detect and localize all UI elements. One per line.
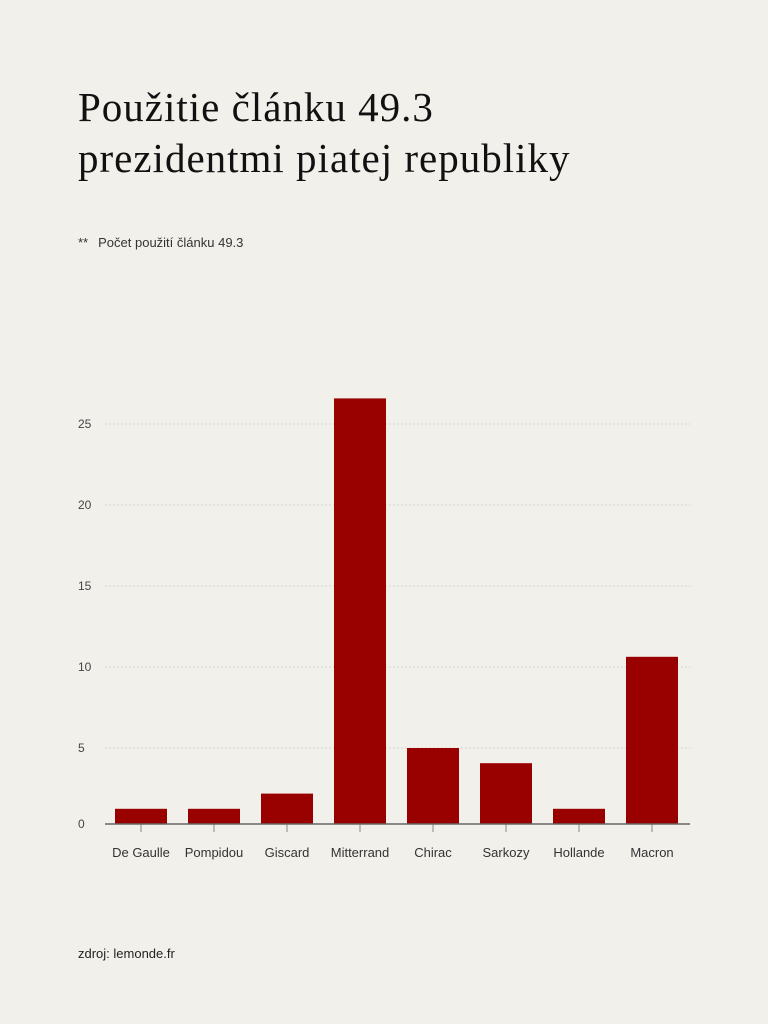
bar — [553, 808, 605, 824]
legend-label: Počet použití článku 49.3 — [98, 235, 244, 250]
bar — [261, 793, 313, 824]
x-tick-label: Giscard — [265, 845, 310, 860]
bar — [115, 808, 167, 824]
x-tick-label: Chirac — [414, 845, 452, 860]
legend: ** Počet použití článku 49.3 — [78, 235, 243, 250]
y-tick-label: 15 — [78, 579, 92, 593]
bar — [480, 763, 532, 824]
y-tick-label: 20 — [78, 498, 92, 512]
x-tick-label: Pompidou — [185, 845, 244, 860]
y-tick-label: 10 — [78, 660, 92, 674]
bar — [626, 656, 678, 824]
x-tick-label: Mitterrand — [331, 845, 390, 860]
x-tick-label: De Gaulle — [112, 845, 170, 860]
title-line-1: Použitie článku 49.3 — [78, 84, 434, 130]
bar — [407, 748, 459, 824]
x-tick-label: Sarkozy — [483, 845, 530, 860]
x-tick-label: Macron — [630, 845, 673, 860]
bar — [334, 398, 386, 824]
bar — [188, 808, 240, 824]
y-tick-label: 5 — [78, 741, 85, 755]
chart-title: Použitie článku 49.3 prezidentmi piatej r… — [78, 82, 571, 184]
x-tick-label: Hollande — [553, 845, 604, 860]
y-tick-label: 0 — [78, 817, 85, 831]
y-tick-label: 25 — [78, 417, 92, 431]
legend-marker: ** — [78, 235, 89, 250]
title-line-2: prezidentmi piatej republiky — [78, 135, 571, 181]
source-note: zdroj: lemonde.fr — [78, 946, 175, 961]
